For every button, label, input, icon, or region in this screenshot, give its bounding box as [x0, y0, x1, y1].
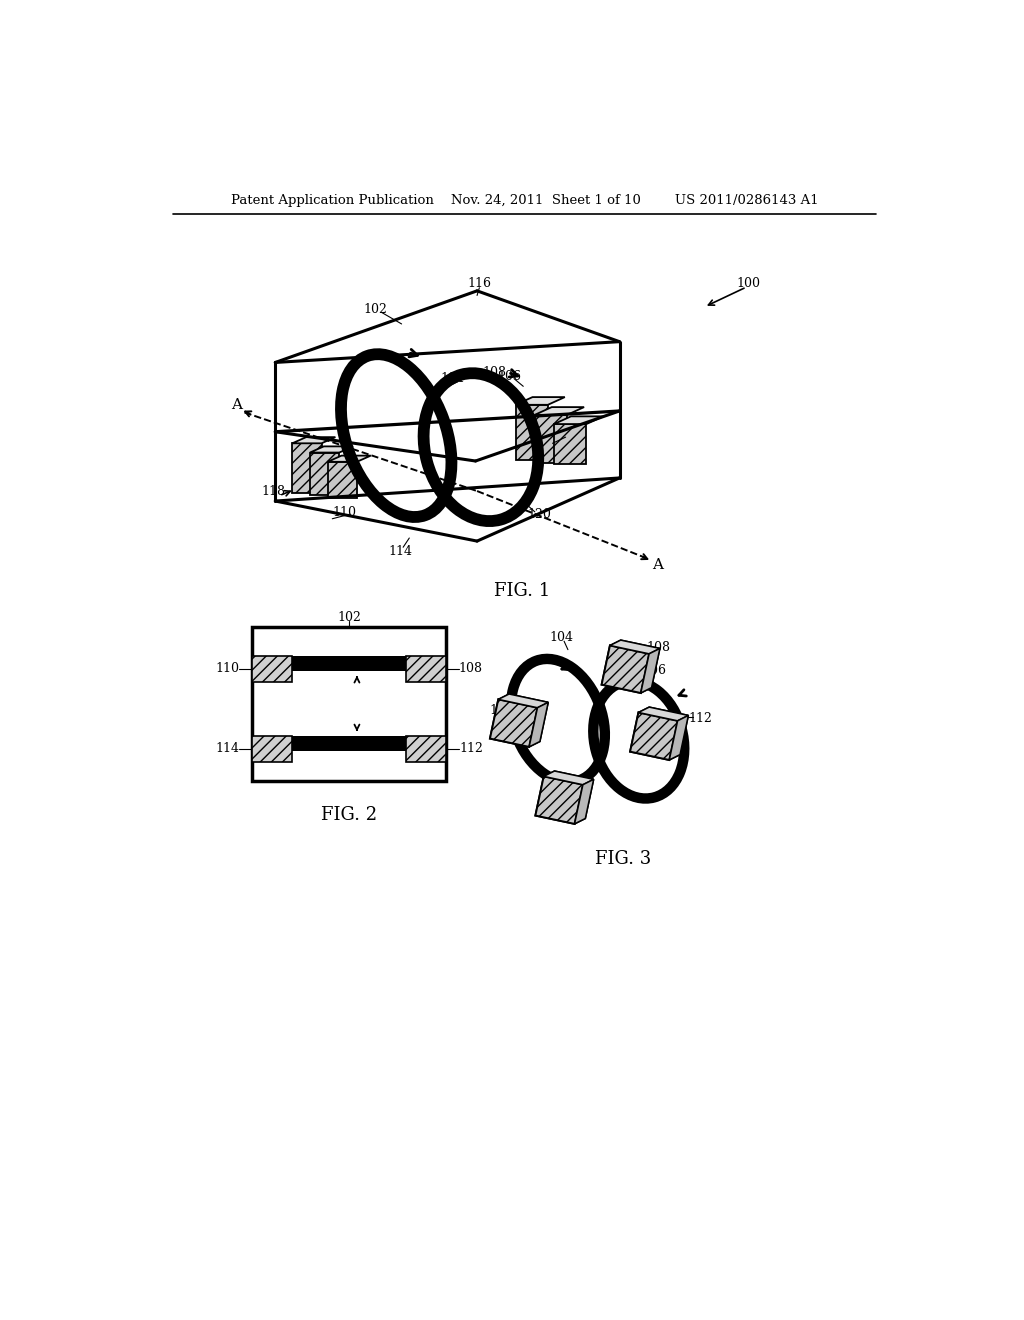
Text: 102: 102 [337, 611, 361, 624]
Polygon shape [670, 715, 688, 760]
Polygon shape [536, 776, 583, 824]
Polygon shape [641, 648, 659, 693]
Bar [407, 656, 446, 682]
Text: 104: 104 [550, 631, 573, 644]
Polygon shape [515, 405, 548, 461]
Text: 110: 110 [489, 704, 514, 717]
Text: FIG. 3: FIG. 3 [595, 850, 651, 869]
Polygon shape [610, 640, 659, 653]
Text: 108: 108 [646, 640, 670, 653]
Polygon shape [328, 462, 357, 498]
Text: 120: 120 [527, 508, 551, 521]
Text: 116: 116 [467, 277, 492, 290]
Text: 102: 102 [364, 302, 387, 315]
Text: 114: 114 [388, 545, 412, 557]
Text: 110: 110 [333, 506, 356, 519]
Text: 110: 110 [216, 663, 240, 676]
Polygon shape [554, 416, 603, 424]
Polygon shape [310, 446, 353, 453]
Text: FIG. 1: FIG. 1 [494, 582, 550, 601]
Bar [252, 627, 446, 780]
Text: 114: 114 [539, 785, 562, 799]
Text: 100: 100 [737, 277, 761, 289]
Polygon shape [638, 708, 688, 721]
Polygon shape [638, 708, 688, 721]
Text: 108: 108 [482, 366, 507, 379]
Polygon shape [544, 771, 594, 784]
Polygon shape [310, 453, 339, 495]
Bar [292, 656, 407, 671]
Polygon shape [610, 640, 659, 653]
Text: Patent Application Publication    Nov. 24, 2011  Sheet 1 of 10        US 2011/02: Patent Application Publication Nov. 24, … [231, 194, 818, 207]
Polygon shape [275, 290, 620, 363]
Text: 106: 106 [334, 759, 357, 772]
Text: 112: 112 [561, 428, 586, 441]
Polygon shape [574, 779, 594, 824]
Polygon shape [544, 771, 594, 784]
Polygon shape [529, 702, 548, 747]
Text: 122: 122 [367, 697, 390, 710]
Polygon shape [630, 713, 678, 760]
Polygon shape [535, 414, 567, 462]
Polygon shape [275, 342, 620, 541]
Polygon shape [328, 455, 371, 462]
Polygon shape [499, 694, 548, 708]
Polygon shape [536, 776, 583, 824]
Bar [252, 656, 292, 682]
Polygon shape [641, 648, 659, 693]
Polygon shape [489, 700, 538, 747]
Polygon shape [574, 779, 594, 824]
Text: 112: 112 [459, 742, 483, 755]
Polygon shape [602, 645, 649, 693]
Polygon shape [515, 397, 565, 405]
Polygon shape [292, 437, 336, 444]
Text: 106: 106 [498, 370, 521, 383]
Polygon shape [554, 424, 587, 465]
Bar [292, 737, 407, 751]
Polygon shape [292, 444, 322, 494]
Text: 118: 118 [261, 486, 285, 499]
Text: 104: 104 [314, 652, 338, 665]
Text: A: A [231, 397, 243, 412]
Bar [252, 737, 292, 762]
Polygon shape [499, 694, 548, 708]
Polygon shape [529, 702, 548, 747]
Polygon shape [535, 407, 584, 414]
Polygon shape [670, 715, 688, 760]
Text: 104: 104 [440, 372, 465, 385]
Text: FIG. 2: FIG. 2 [322, 807, 377, 824]
Polygon shape [602, 645, 649, 693]
Polygon shape [489, 700, 538, 747]
Text: 114: 114 [216, 742, 240, 755]
Polygon shape [630, 713, 678, 760]
Text: A: A [651, 558, 663, 572]
Text: 106: 106 [643, 664, 667, 677]
Bar [407, 737, 446, 762]
Text: 112: 112 [688, 711, 713, 725]
Text: 108: 108 [459, 663, 483, 676]
